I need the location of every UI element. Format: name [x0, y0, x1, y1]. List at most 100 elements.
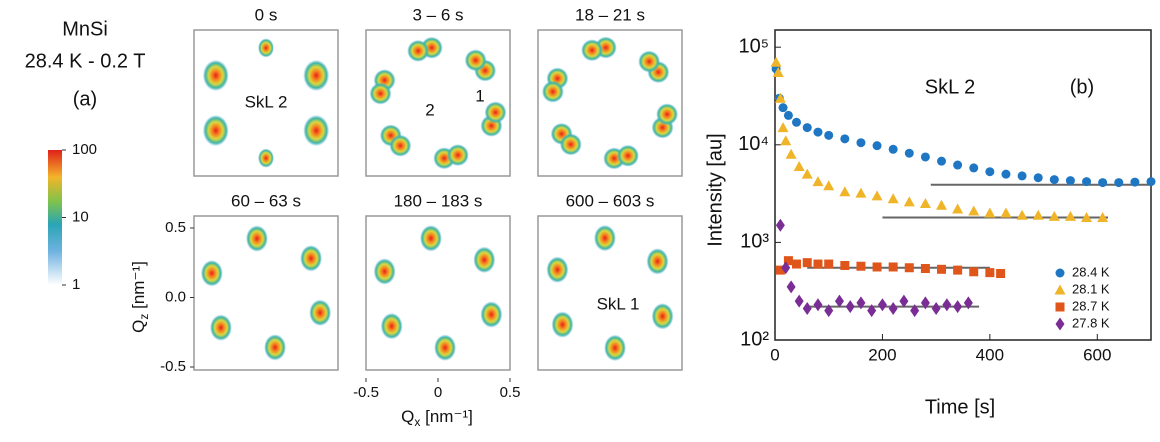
scattering-spot	[638, 50, 661, 73]
data-point	[839, 186, 851, 197]
data-point	[937, 264, 947, 274]
y-tick-label: 0.0	[165, 288, 186, 305]
pattern-frame	[193, 215, 339, 371]
data-point	[903, 196, 915, 207]
y-axis-label: Intensity [au]	[704, 133, 726, 246]
y-axis-label: Qz [nm⁻¹]	[129, 261, 151, 333]
scattering-spot	[373, 258, 396, 285]
data-point	[834, 294, 844, 308]
data-point	[899, 294, 909, 308]
panel-label: (a)	[73, 88, 97, 110]
data-point	[785, 148, 797, 159]
data-point	[968, 205, 980, 216]
condition: 28.4 K - 0.2 T	[25, 50, 146, 72]
scattering-spot	[546, 256, 569, 283]
data-point	[840, 260, 850, 270]
data-point	[794, 294, 804, 308]
legend-marker	[1055, 302, 1065, 312]
x-tick-label: -0.5	[353, 384, 379, 401]
data-point	[953, 160, 963, 170]
data-point	[877, 298, 887, 312]
scattering-spot	[464, 49, 487, 72]
data-point	[872, 141, 882, 151]
chart-title: SkL 2	[925, 76, 975, 98]
frame-title: 3 – 6 s	[412, 5, 463, 24]
data-point	[919, 198, 931, 209]
y-tick-label: 10³	[740, 231, 769, 253]
data-point	[1082, 177, 1092, 187]
data-point	[775, 265, 785, 275]
legend-marker	[1054, 284, 1066, 295]
scattering-spot	[209, 314, 232, 341]
label-unit: [nm⁻¹]	[129, 261, 148, 313]
data-point	[813, 259, 823, 269]
data-point	[781, 261, 791, 275]
scattering-spot	[604, 334, 627, 362]
data-point	[802, 123, 812, 133]
data-point	[774, 92, 786, 103]
panel-label: (b)	[1070, 76, 1094, 98]
scattering-spot	[303, 114, 330, 147]
y-tick-label: 10²	[740, 328, 769, 350]
frame-annotation: 1	[475, 86, 484, 105]
scattering-spot	[480, 301, 503, 328]
scattering-spot	[202, 59, 229, 92]
data-point	[783, 256, 793, 266]
data-point	[775, 218, 785, 232]
label-symbol: Q	[129, 320, 148, 333]
data-point	[802, 258, 812, 268]
y-tick-label: -0.5	[160, 358, 186, 375]
scattering-spot	[616, 144, 639, 167]
data-point	[1048, 210, 1060, 221]
data-point	[887, 193, 899, 204]
scattering-spot	[407, 39, 430, 62]
x-tick-label: 0.5	[500, 384, 521, 401]
data-point	[1000, 207, 1012, 218]
scattering-spot	[551, 311, 574, 338]
data-point	[1001, 169, 1011, 179]
y-tick-label: 10⁴	[738, 133, 769, 155]
frame-annotation: 2	[425, 100, 434, 119]
data-point	[783, 110, 793, 120]
scattering-spot	[434, 334, 457, 361]
legend-label: 27.8 K	[1072, 315, 1110, 330]
label-sub: z	[137, 314, 151, 320]
legend-label: 28.7 K	[1072, 298, 1110, 313]
pattern-frame	[537, 29, 683, 177]
data-point	[952, 203, 964, 214]
scattering-spot	[202, 114, 229, 147]
data-point	[867, 304, 877, 318]
frame-title: 0 s	[255, 5, 278, 24]
pattern-frame	[365, 29, 511, 177]
scattering-spot	[245, 225, 268, 252]
data-point	[770, 56, 782, 67]
scattering-spot	[264, 334, 287, 361]
data-point	[778, 103, 788, 113]
scattering-spot	[484, 101, 507, 124]
data-point	[888, 262, 898, 272]
data-point	[985, 268, 995, 278]
scattering-spot	[656, 103, 679, 126]
scattering-spot	[473, 246, 496, 274]
data-point	[824, 304, 834, 318]
data-point	[942, 298, 952, 312]
data-point	[1098, 178, 1108, 188]
colorbar-tick-label: 10	[72, 208, 89, 225]
frame-title: 18 – 21 s	[575, 5, 645, 24]
data-point	[984, 207, 996, 218]
x-tick-label: 0	[770, 345, 779, 364]
data-point	[786, 280, 796, 294]
scattering-spot	[446, 144, 469, 167]
frame-annotation: SkL 1	[597, 294, 640, 313]
data-point	[937, 156, 947, 166]
legend-label: 28.4 K	[1072, 264, 1110, 279]
data-point	[801, 168, 813, 179]
pattern-frame	[193, 29, 339, 177]
scattering-spot	[309, 299, 332, 326]
data-point	[1065, 176, 1075, 186]
scattering-spot	[380, 312, 403, 340]
data-point	[845, 300, 855, 314]
data-point	[824, 130, 834, 140]
data-point	[793, 160, 805, 171]
y-tick-label: 10⁵	[738, 35, 769, 57]
